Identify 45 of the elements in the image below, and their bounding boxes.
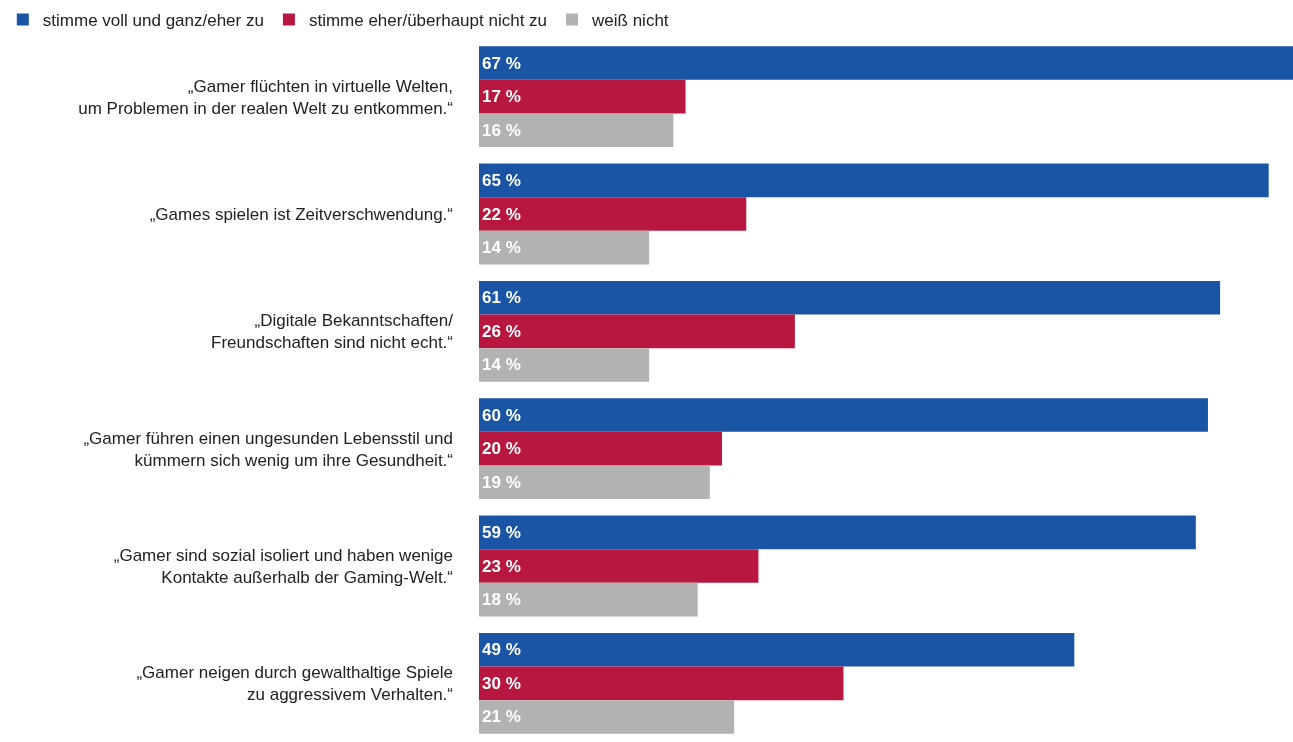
data-label: 59 %: [482, 522, 521, 542]
data-label: 23 %: [482, 556, 521, 576]
y-tick-label: „Gamer flüchten in virtuelle Welten, um Problemen in der realen Welt zu entkommen.“: [78, 76, 454, 118]
bar: [479, 79, 686, 114]
data-label: 60 %: [482, 405, 521, 425]
y-tick-label: „Gamer sind sozial isoliert und haben wenige Kontakte außerhalb der Gaming-Welt.“: [113, 545, 454, 587]
bar: [479, 515, 1196, 550]
bar: [479, 549, 759, 583]
data-label: 18 %: [482, 590, 521, 610]
bar: [479, 230, 650, 265]
data-label: 16 %: [482, 120, 521, 140]
bar: [479, 46, 1293, 80]
bar: [479, 398, 1208, 432]
y-tick-label: „Gamer führen einen ungesunden Lebensstil und kümmern sich wenig um ihre Gesundheit.“: [83, 428, 454, 470]
legend-label: weiß nicht: [591, 11, 669, 31]
data-label: 21 %: [482, 707, 521, 727]
legend-label: stimme eher/überhaupt nicht zu: [308, 11, 548, 31]
bar: [479, 348, 650, 382]
data-label: 26 %: [482, 321, 521, 341]
data-label: 65 %: [482, 170, 521, 190]
data-label: 20 %: [482, 439, 521, 459]
data-label: 14 %: [482, 238, 521, 258]
bar: [479, 163, 1269, 198]
data-label: 22 %: [482, 204, 521, 224]
y-tick-label: „Digitale Bekanntschaften/ Freundschaften sind nicht echt.“: [211, 311, 454, 353]
data-label: 19 %: [482, 472, 521, 492]
data-label: 14 %: [482, 355, 521, 375]
y-tick-label: „Games spielen ist Zeitverschwendung.“: [149, 204, 454, 224]
bar: [479, 632, 1075, 667]
bar: [479, 582, 698, 617]
bar: [479, 465, 710, 500]
bar: [479, 280, 1221, 315]
legend-label: stimme voll und ganz/eher zu: [42, 11, 264, 31]
bar: [479, 113, 674, 148]
data-label: 49 %: [482, 640, 521, 660]
data-label: 17 %: [482, 87, 521, 107]
bar: [479, 666, 844, 701]
bar: [479, 431, 722, 466]
bar: [479, 314, 795, 349]
data-label: 61 %: [482, 288, 521, 308]
bar: [479, 700, 735, 734]
data-label: 67 %: [482, 53, 521, 73]
y-tick-label: „Gamer neigen durch gewalthaltige Spiele zu aggressivem Verhalten.“: [136, 663, 454, 705]
data-label: 30 %: [482, 673, 521, 693]
bar: [479, 197, 747, 231]
